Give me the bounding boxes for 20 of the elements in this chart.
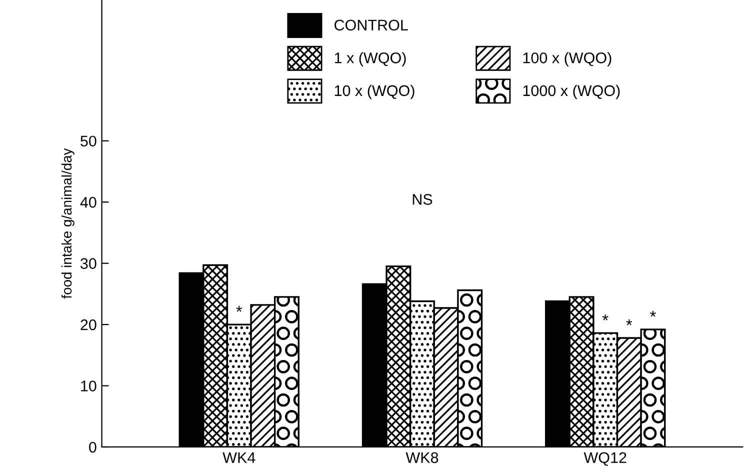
annotation: * [236,306,242,312]
annotation: * [650,310,656,317]
y-tick-label: 50 [80,136,96,147]
annotation: * [626,319,632,326]
legend-label: CONTROL [334,20,408,31]
legend-label: 1000 x (WQO) [523,84,620,100]
y-axis-title: food intake g/animal/day [61,148,74,299]
legend-label: 100 x (WQO) [523,52,612,66]
legend-label: 1 x (WQO) [334,52,406,66]
annotation: NS [412,194,432,205]
y-tick-label: 30 [80,258,96,269]
x-tick-label: WQ12 [584,452,626,466]
x-tick-label: WK4 [222,452,256,463]
y-tick-label: 40 [80,196,96,208]
annotation: * [602,314,608,320]
y-tick-label: 0 [89,442,96,453]
y-tick-label: 10 [81,380,96,392]
x-tick-label: WK8 [406,452,438,464]
legend-label: 10 x (WQO) [334,84,414,100]
y-tick-label: 20 [80,319,96,330]
